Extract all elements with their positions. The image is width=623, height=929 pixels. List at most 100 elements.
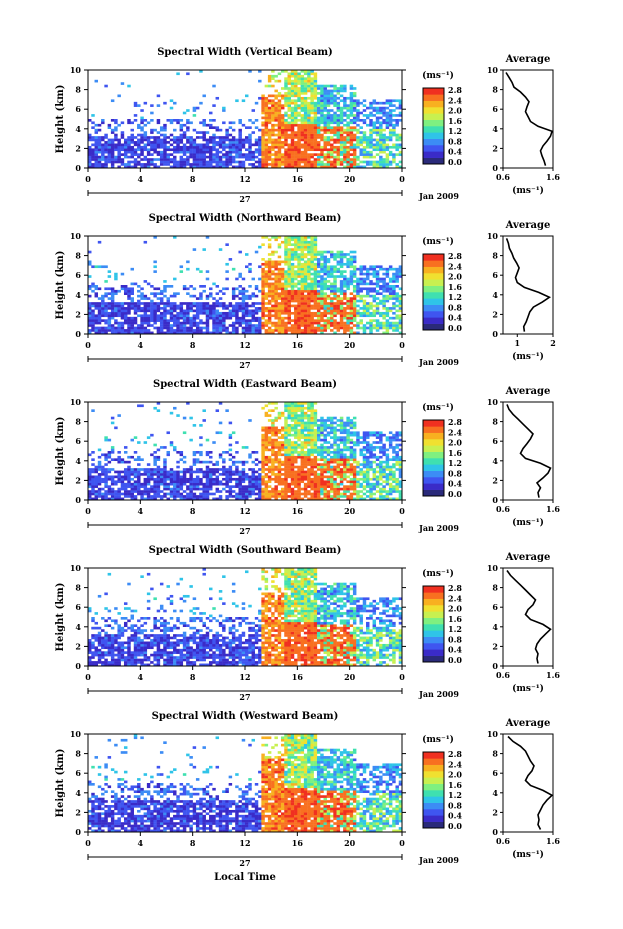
heatmap-cell <box>258 136 262 139</box>
heatmap-cell <box>280 319 285 322</box>
heatmap-cell <box>287 136 291 139</box>
heatmap-cell <box>215 153 220 156</box>
heatmap-cell <box>320 307 324 310</box>
heatmap-cell <box>130 331 134 335</box>
heatmap-cell <box>352 158 357 161</box>
heatmap-cell <box>372 143 377 147</box>
avg-y-tick-label: 0 <box>492 163 498 173</box>
heatmap-cell <box>228 316 233 320</box>
heatmap-cell <box>303 72 308 76</box>
heatmap-cell <box>235 485 239 488</box>
heatmap-cell <box>294 116 298 120</box>
heatmap-cell <box>267 414 272 417</box>
heatmap-cell <box>336 250 341 254</box>
heatmap-cell <box>150 316 154 320</box>
heatmap-cell <box>120 163 125 166</box>
heatmap-cell <box>179 136 184 139</box>
heatmap-cell <box>107 321 112 325</box>
heatmap-cell <box>212 84 216 88</box>
heatmap-cell <box>333 131 337 134</box>
heatmap-cell <box>245 492 249 496</box>
heatmap-cell <box>330 314 334 318</box>
heatmap-cell <box>143 314 148 318</box>
heatmap-cell <box>104 495 108 498</box>
heatmap-cell <box>303 126 308 129</box>
heatmap-cell <box>287 482 291 486</box>
heatmap-cell <box>280 487 285 491</box>
heatmap-cell <box>192 451 197 454</box>
heatmap-cell <box>346 158 350 161</box>
heatmap-cell <box>310 265 314 269</box>
heatmap-cell <box>303 297 308 300</box>
heatmap-cell <box>235 307 239 310</box>
heatmap-cell <box>300 70 305 73</box>
heatmap-cell <box>398 321 403 325</box>
heatmap-cell <box>88 294 92 298</box>
heatmap-cell <box>379 277 383 281</box>
heatmap-cell <box>372 155 377 159</box>
heatmap-cell <box>294 480 298 484</box>
heatmap-cell <box>199 302 203 305</box>
heatmap-cell <box>146 158 151 161</box>
heatmap-cell <box>143 490 148 493</box>
heatmap-cell <box>343 165 347 169</box>
heatmap-cell <box>313 285 318 288</box>
heatmap-cell <box>140 145 144 149</box>
heatmap-cell <box>274 138 278 142</box>
heatmap-cell <box>333 287 337 291</box>
heatmap-cell <box>110 143 115 147</box>
heatmap-cell <box>271 421 275 425</box>
heatmap-cell <box>91 136 95 139</box>
heatmap-cell <box>375 265 380 269</box>
heatmap-cell <box>123 495 128 498</box>
heatmap-cell <box>173 304 177 308</box>
heatmap-cell <box>274 141 278 144</box>
heatmap-cell <box>294 255 298 259</box>
heatmap-cell <box>258 289 262 293</box>
heatmap-cell <box>287 470 291 474</box>
heatmap-cell <box>94 480 99 484</box>
heatmap-cell <box>333 331 337 335</box>
heatmap-cell <box>313 141 318 144</box>
heatmap-cell <box>166 158 170 161</box>
heatmap-cell <box>110 148 115 152</box>
heatmap-cell <box>258 495 262 498</box>
heatmap-cell <box>130 128 134 132</box>
heatmap-cell <box>307 326 311 330</box>
heatmap-cell <box>159 475 164 479</box>
heatmap-cell <box>202 119 206 122</box>
heatmap-cell <box>215 292 220 295</box>
heatmap-cell <box>176 119 180 122</box>
heatmap-cell <box>107 324 112 327</box>
heatmap-cell <box>258 480 262 484</box>
heatmap-cell <box>166 309 170 313</box>
heatmap-cell <box>137 294 141 298</box>
heatmap-cell <box>140 495 144 498</box>
heatmap-cell <box>280 141 285 144</box>
heatmap-cell <box>382 277 386 281</box>
heatmap-cell <box>189 485 193 488</box>
heatmap-cell <box>313 280 318 283</box>
heatmap-cell <box>231 485 236 488</box>
heatmap-cell <box>398 143 403 147</box>
heatmap-cell <box>398 297 403 300</box>
heatmap-cell <box>258 79 262 83</box>
heatmap-cell <box>261 492 265 496</box>
heatmap-cell <box>284 160 288 164</box>
heatmap-cell <box>284 307 288 310</box>
heatmap-cell <box>277 480 282 484</box>
heatmap-cell <box>333 128 337 132</box>
heatmap-cell <box>395 275 399 278</box>
heatmap-cell <box>287 77 291 80</box>
heatmap-cell <box>254 492 259 496</box>
heatmap-cell <box>316 253 321 256</box>
heatmap-cell <box>307 141 311 144</box>
heatmap-cell <box>261 141 265 144</box>
heatmap-cell <box>313 163 318 166</box>
heatmap-cell <box>280 297 285 300</box>
heatmap-cell <box>159 480 164 484</box>
heatmap-cell <box>330 292 334 295</box>
heatmap-cell <box>320 329 324 332</box>
heatmap-cell <box>166 119 170 122</box>
heatmap-cell <box>120 497 125 501</box>
